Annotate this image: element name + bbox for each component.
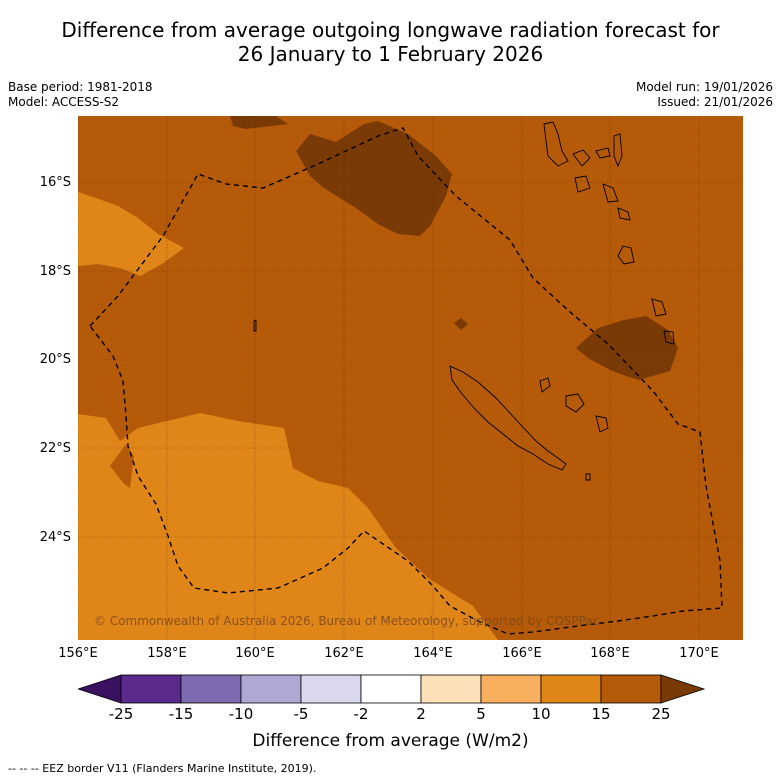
colorbar-segment-10-15 bbox=[540, 674, 602, 704]
lat-label-24s: 24°S bbox=[39, 530, 71, 545]
vanuatu-isle-7 bbox=[617, 207, 631, 221]
colorbar-arrow-low bbox=[78, 674, 122, 704]
small-island-a bbox=[253, 319, 257, 332]
colorbar-segment-neg10-neg5 bbox=[240, 674, 302, 704]
anomaly-above-25-north bbox=[296, 121, 452, 236]
loyalty-island-3 bbox=[595, 415, 609, 433]
anomaly-10-15-region-north bbox=[78, 192, 184, 276]
colorbar-arrow-high bbox=[660, 674, 706, 704]
colorbar-segment-5-10 bbox=[480, 674, 542, 704]
colorbar-tick: -5 bbox=[293, 705, 309, 723]
lon-label-166e: 166°E bbox=[502, 646, 542, 661]
title-line-1: Difference from average outgoing longwav… bbox=[61, 18, 720, 42]
map-svg bbox=[78, 116, 743, 640]
loyalty-island-1 bbox=[539, 377, 551, 393]
anomaly-10-15-region-south bbox=[78, 413, 498, 640]
anomaly-15-25-notch bbox=[110, 444, 134, 488]
meta-right: Model run: 19/01/2026 Issued: 21/01/2026 bbox=[636, 80, 773, 110]
loyalty-island-2 bbox=[565, 393, 585, 413]
eez-legend-note: -- -- -- EEZ border V11 (Flanders Marine… bbox=[8, 762, 317, 775]
colorbar-tick: -25 bbox=[108, 705, 134, 723]
new-caledonia-coast bbox=[449, 365, 567, 471]
graticule bbox=[78, 116, 743, 640]
vanuatu-isle-8 bbox=[617, 245, 635, 265]
anomaly-above-25-top bbox=[230, 116, 288, 129]
base-period: Base period: 1981-2018 bbox=[8, 80, 153, 94]
lon-label-164e: 164°E bbox=[413, 646, 453, 661]
colorbar-tick: 5 bbox=[476, 705, 486, 723]
vanuatu-isle-4 bbox=[613, 133, 623, 168]
colorbar-segment-15-25 bbox=[600, 674, 662, 704]
model-name: Model: ACCESS-S2 bbox=[8, 95, 120, 109]
vanuatu-isle-2 bbox=[572, 149, 591, 167]
colorbar-segment-neg5-neg2 bbox=[300, 674, 362, 704]
colorbar-tick: 2 bbox=[416, 705, 426, 723]
anomaly-above-25-east bbox=[576, 316, 678, 380]
colorbar-tick: -2 bbox=[353, 705, 369, 723]
colorbar bbox=[78, 674, 706, 704]
colorbar-tick: 15 bbox=[591, 705, 611, 723]
vanuatu-isle-9 bbox=[651, 298, 667, 317]
lat-label-20s: 20°S bbox=[39, 352, 71, 367]
lon-label-158e: 158°E bbox=[147, 646, 187, 661]
colorbar-segment-2-5 bbox=[420, 674, 482, 704]
colorbar-segment-neg15-neg10 bbox=[180, 674, 242, 704]
vanuatu-isle-6 bbox=[602, 183, 619, 203]
colorbar-tick: -10 bbox=[228, 705, 254, 723]
colorbar-segment-neg2-2 bbox=[360, 674, 422, 704]
model-run: Model run: 19/01/2026 bbox=[635, 80, 773, 94]
vanuatu-isle-5 bbox=[574, 175, 591, 193]
lon-label-168e: 168°E bbox=[590, 646, 630, 661]
coastlines bbox=[253, 121, 675, 481]
vanuatu-isle-10 bbox=[663, 330, 675, 345]
small-island-b bbox=[585, 473, 591, 481]
vanuatu-espiritu bbox=[543, 121, 569, 167]
lon-label-170e: 170°E bbox=[679, 646, 719, 661]
meta-left: Base period: 1981-2018 Model: ACCESS-S2 bbox=[8, 80, 153, 110]
colorbar-segment-neg25-neg15 bbox=[120, 674, 182, 704]
lon-label-156e: 156°E bbox=[58, 646, 98, 661]
title-line-2: 26 January to 1 February 2026 bbox=[237, 42, 544, 66]
map-title: Difference from average outgoing longwav… bbox=[0, 18, 781, 66]
lon-label-160e: 160°E bbox=[235, 646, 275, 661]
map-panel[interactable] bbox=[78, 116, 743, 640]
colorbar-tick: 25 bbox=[651, 705, 671, 723]
copyright-notice: © Commonwealth of Australia 2026, Bureau… bbox=[94, 614, 600, 628]
issued-date: Issued: 21/01/2026 bbox=[657, 95, 773, 109]
colorbar-tick: 10 bbox=[531, 705, 551, 723]
colorbar-title: Difference from average (W/m2) bbox=[252, 731, 529, 751]
anomaly-above-25-spot bbox=[454, 318, 468, 330]
lat-label-22s: 22°S bbox=[39, 441, 71, 456]
lon-label-162e: 162°E bbox=[324, 646, 364, 661]
colorbar-tick: -15 bbox=[168, 705, 194, 723]
vanuatu-isle-3 bbox=[595, 147, 611, 159]
lat-label-16s: 16°S bbox=[39, 175, 71, 190]
eez-border bbox=[89, 127, 723, 635]
lat-label-18s: 18°S bbox=[39, 264, 71, 279]
